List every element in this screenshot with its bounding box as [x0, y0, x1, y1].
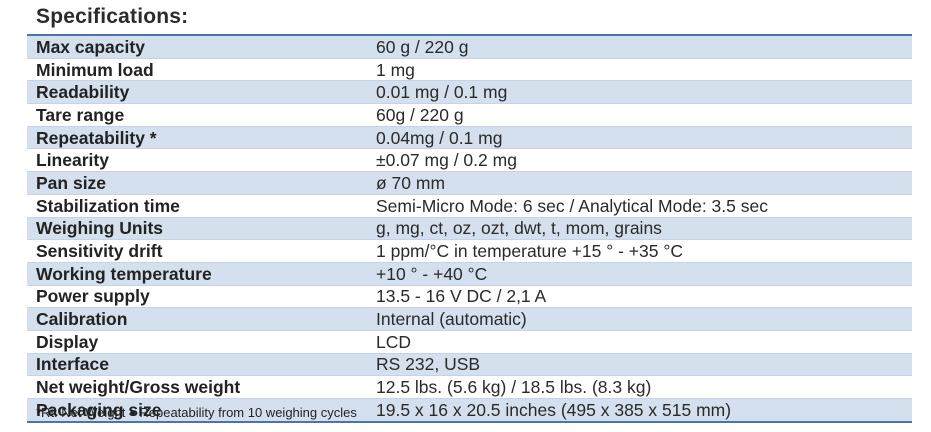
- table-row: Stabilization time Semi-Micro Mode: 6 se…: [27, 194, 912, 218]
- spec-label: Sensitivity drift: [27, 239, 374, 263]
- spec-value: 0.01 mg / 0.1 mg: [374, 80, 912, 105]
- table-row: Sensitivity drift 1 ppm/°C in temperatur…: [27, 239, 912, 263]
- table-row: Weighing Units g, mg, ct, oz, ozt, dwt, …: [27, 217, 912, 241]
- spec-value: 1 mg: [374, 58, 912, 82]
- spec-value: ø 70 mm: [374, 171, 912, 195]
- spec-value: RS 232, USB: [374, 353, 912, 377]
- table-row: Minimum load 1 mg: [27, 58, 912, 82]
- spec-value: 60 g / 220 g: [374, 33, 912, 59]
- table-row: Display LCD: [27, 330, 912, 354]
- spec-value: +10 ° - +40 °C: [374, 262, 912, 286]
- table-row: Packaging size 19.5 x 16 x 20.5 inches (…: [27, 398, 912, 423]
- table-row: Linearity ±0.07 mg / 0.2 mg: [27, 148, 912, 173]
- spec-value: 1 ppm/°C in temperature +15 ° - +35 °C: [374, 239, 912, 263]
- spec-value: Internal (automatic): [374, 307, 912, 331]
- spec-value: LCD: [374, 330, 912, 354]
- spec-value: 60g / 220 g: [374, 103, 912, 127]
- spec-label: Tare range: [27, 103, 374, 127]
- spec-label: Max capacity: [27, 33, 374, 59]
- spec-value: 12.5 lbs. (5.6 kg) / 18.5 lbs. (8.3 kg): [374, 375, 912, 399]
- page-title: Specifications:: [36, 5, 189, 28]
- spec-label: Working temperature: [27, 262, 374, 286]
- spec-label: Linearity: [27, 148, 374, 173]
- table-row: Repeatability * 0.04mg / 0.1 mg: [27, 126, 912, 150]
- table-row: Working temperature +10 ° - +40 °C: [27, 262, 912, 286]
- footnote: *Rt: Net Weight Repeatability from 10 wei…: [36, 405, 357, 420]
- spec-label: Minimum load: [27, 58, 374, 82]
- spec-value: ±0.07 mg / 0.2 mg: [374, 148, 912, 173]
- table-row: Max capacity 60 g / 220 g: [27, 33, 912, 59]
- spec-value: Semi-Micro Mode: 6 sec / Analytical Mode…: [374, 194, 912, 218]
- table-row: Tare range 60g / 220 g: [27, 103, 912, 127]
- specifications-table: Max capacity 60 g / 220 g Minimum load 1…: [27, 33, 912, 423]
- spec-label: Pan size: [27, 171, 374, 195]
- spec-label: Stabilization time: [27, 194, 374, 218]
- spec-value: 19.5 x 16 x 20.5 inches (495 x 385 x 515…: [374, 398, 912, 423]
- footnote-part-2: Repeatability from 10 weighing cycles: [139, 405, 357, 420]
- spec-label: Calibration: [27, 307, 374, 331]
- spec-value: g, mg, ct, oz, ozt, dwt, t, mom, grains: [374, 217, 912, 241]
- spec-label: Power supply: [27, 285, 374, 309]
- bullet-icon: [130, 410, 136, 416]
- table-row: Power supply 13.5 - 16 V DC / 2,1 A: [27, 285, 912, 309]
- spec-label: Display: [27, 330, 374, 354]
- spec-label: Readability: [27, 80, 374, 105]
- footnote-part-1: *Rt: Net Weight: [36, 405, 126, 420]
- spec-label: Packaging size: [27, 398, 374, 423]
- table-row: Interface RS 232, USB: [27, 353, 912, 377]
- spec-label: Weighing Units: [27, 217, 374, 241]
- table-row: Calibration Internal (automatic): [27, 307, 912, 331]
- spec-value: 13.5 - 16 V DC / 2,1 A: [374, 285, 912, 309]
- spec-label: Repeatability *: [27, 126, 374, 150]
- table-row: Readability 0.01 mg / 0.1 mg: [27, 80, 912, 105]
- table-row: Net weight/Gross weight 12.5 lbs. (5.6 k…: [27, 375, 912, 399]
- spec-label: Interface: [27, 353, 374, 377]
- spec-label: Net weight/Gross weight: [27, 375, 374, 399]
- table-row: Pan size ø 70 mm: [27, 171, 912, 195]
- spec-value: 0.04mg / 0.1 mg: [374, 126, 912, 150]
